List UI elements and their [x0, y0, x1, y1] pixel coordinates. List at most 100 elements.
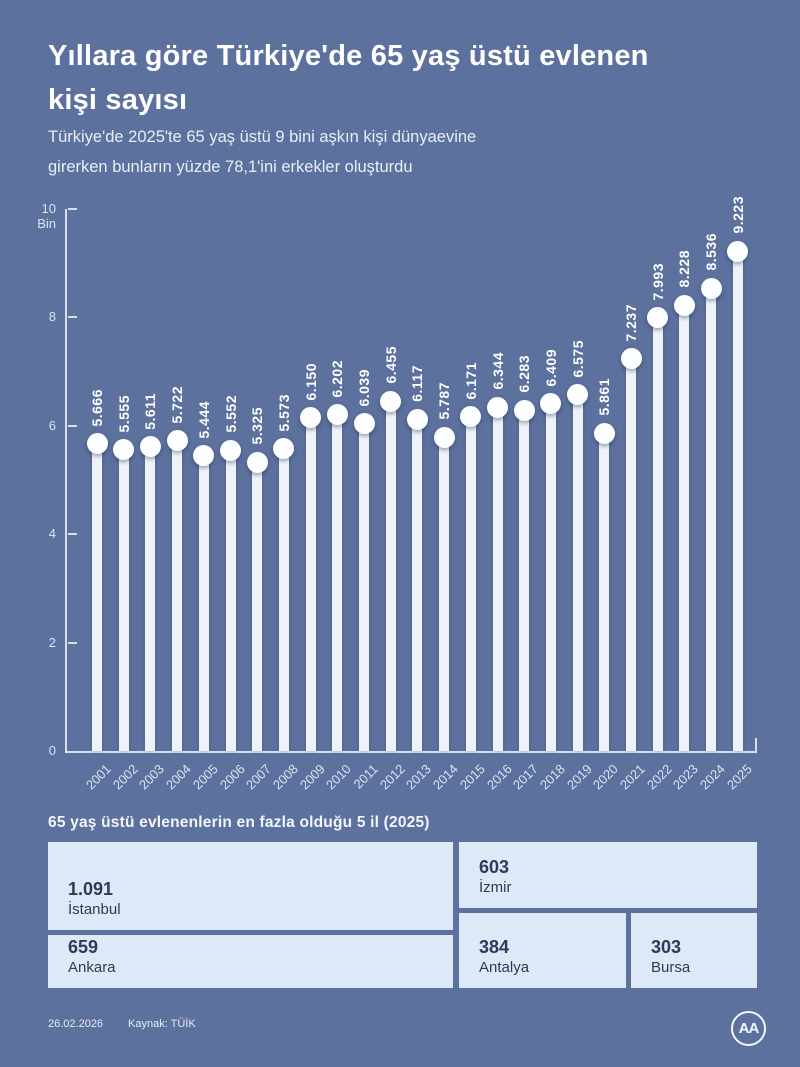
- aa-agency-logo-icon: AA: [731, 1011, 766, 1046]
- lollipop-dot: [113, 439, 135, 461]
- value-label: 6.575: [569, 339, 586, 378]
- value-label: 6.150: [302, 362, 319, 401]
- y-tick-label: 6: [48, 417, 56, 433]
- lollipop-dot: [326, 404, 348, 426]
- source-label: Kaynak: TÜİK: [128, 1018, 196, 1030]
- lollipop-dot: [700, 277, 722, 299]
- lollipop-stem: [626, 358, 636, 751]
- lollipop-stem: [599, 433, 610, 751]
- lollipop-stem: [679, 305, 690, 751]
- y-tick-label: 2: [48, 634, 56, 650]
- lollipop-stem: [225, 450, 236, 751]
- lollipop-dot: [193, 445, 215, 467]
- city-value: 603: [479, 857, 510, 877]
- value-label: 6.039: [356, 368, 372, 407]
- lollipop-dot: [273, 438, 295, 460]
- city-cell-bursa: 303 Bursa: [631, 913, 757, 988]
- lollipop-dot: [86, 433, 108, 455]
- lollipop-stem: [492, 407, 503, 751]
- lollipop-stem: [545, 403, 556, 751]
- lollipop-dot: [246, 451, 268, 473]
- lollipop-dot: [487, 396, 508, 418]
- lollipop-stem: [706, 288, 717, 751]
- y-tick-label: 0: [48, 743, 56, 758]
- city-value: 303: [651, 937, 682, 957]
- city-name: Antalya: [479, 959, 530, 976]
- lollipop-dot: [460, 406, 482, 428]
- value-label: 5.573: [275, 393, 292, 432]
- publish-date: 26.02.2026: [48, 1018, 104, 1030]
- lollipop-dot: [353, 413, 375, 435]
- city-value: 1.091: [68, 879, 114, 899]
- lollipop-stem: [572, 394, 583, 751]
- lollipop-stem: [519, 410, 530, 751]
- city-value: 659: [68, 937, 99, 957]
- lollipop-dot: [380, 390, 402, 412]
- x-axis-end-tick: [755, 738, 757, 751]
- y-tick-mark: [68, 641, 77, 644]
- lollipop-dot: [513, 399, 535, 421]
- city-name: Bursa: [651, 959, 691, 976]
- city-name: İstanbul: [68, 901, 121, 918]
- lollipop-stem: [145, 446, 156, 751]
- lollipop-dot: [220, 439, 241, 461]
- value-label: 6.171: [462, 361, 479, 400]
- city-cell-ankara: 659 Ankara: [48, 935, 453, 988]
- lollipop-stem: [439, 437, 450, 751]
- lollipop-dot: [166, 430, 188, 452]
- y-tick-mark: [68, 208, 77, 210]
- value-label: 5.555: [115, 394, 132, 433]
- lollipop-stem: [92, 443, 102, 751]
- city-name: İzmir: [479, 879, 512, 896]
- lollipop-stem: [465, 416, 476, 751]
- y-tick-label: 4: [48, 526, 56, 542]
- lollipop-dot: [593, 422, 615, 444]
- lollipop-dot: [540, 393, 562, 415]
- value-label: 8.536: [703, 233, 720, 271]
- lollipop-dot: [406, 408, 428, 430]
- lollipop-dot: [139, 436, 161, 458]
- value-label: 7.993: [649, 262, 666, 301]
- lollipop-stem: [305, 417, 316, 751]
- lollipop-dot: [300, 407, 322, 429]
- value-label: 8.228: [676, 250, 693, 288]
- lollipop-stem: [732, 251, 743, 751]
- value-label: 6.117: [409, 365, 426, 402]
- aa-logo-text: AA: [738, 1020, 760, 1037]
- city-value: 384: [479, 937, 510, 957]
- lollipop-stem: [332, 414, 343, 751]
- page-title: Yıllara göre Türkiye'de 65 yaş üstü evle…: [48, 40, 649, 116]
- city-cell-istanbul: 1.091 İstanbul: [48, 842, 453, 930]
- lollipop-stem: [278, 448, 289, 751]
- city-name: Ankara: [68, 959, 116, 976]
- value-label: 5.722: [169, 385, 186, 424]
- lollipop-stem: [359, 423, 369, 751]
- value-label: 5.444: [195, 400, 212, 439]
- value-label: 6.409: [542, 348, 559, 387]
- lollipop-stem: [198, 455, 209, 751]
- lollipop-dot: [433, 426, 455, 448]
- value-label: 5.666: [89, 388, 105, 427]
- page-subtitle: Türkiye'de 2025'te 65 yaş üstü 9 bini aş…: [48, 128, 477, 176]
- lollipop-dot: [620, 348, 642, 370]
- lollipop-stem: [412, 419, 423, 751]
- value-label: 5.552: [222, 395, 239, 433]
- value-label: 5.611: [142, 392, 159, 430]
- y-tick-mark: [68, 316, 77, 319]
- lollipop-dot: [673, 294, 695, 316]
- lollipop-dot: [727, 240, 749, 262]
- value-label: 5.325: [249, 407, 266, 445]
- y-axis-unit-label: Bin: [37, 216, 56, 231]
- city-cell-izmir: 603 İzmir: [459, 842, 757, 908]
- value-label: 6.344: [489, 352, 506, 390]
- value-label: 7.237: [623, 303, 639, 342]
- y-tick-label: 10: [41, 201, 56, 216]
- lollipop-stem: [172, 440, 183, 751]
- lollipop-stem: [252, 462, 263, 751]
- city-cell-antalya: 384 Antalya: [459, 913, 626, 988]
- city-table-heading: 65 yaş üstü evlenenlerin en fazla olduğu…: [48, 814, 430, 831]
- y-tick-mark: [68, 424, 77, 427]
- y-axis-line: [65, 209, 67, 753]
